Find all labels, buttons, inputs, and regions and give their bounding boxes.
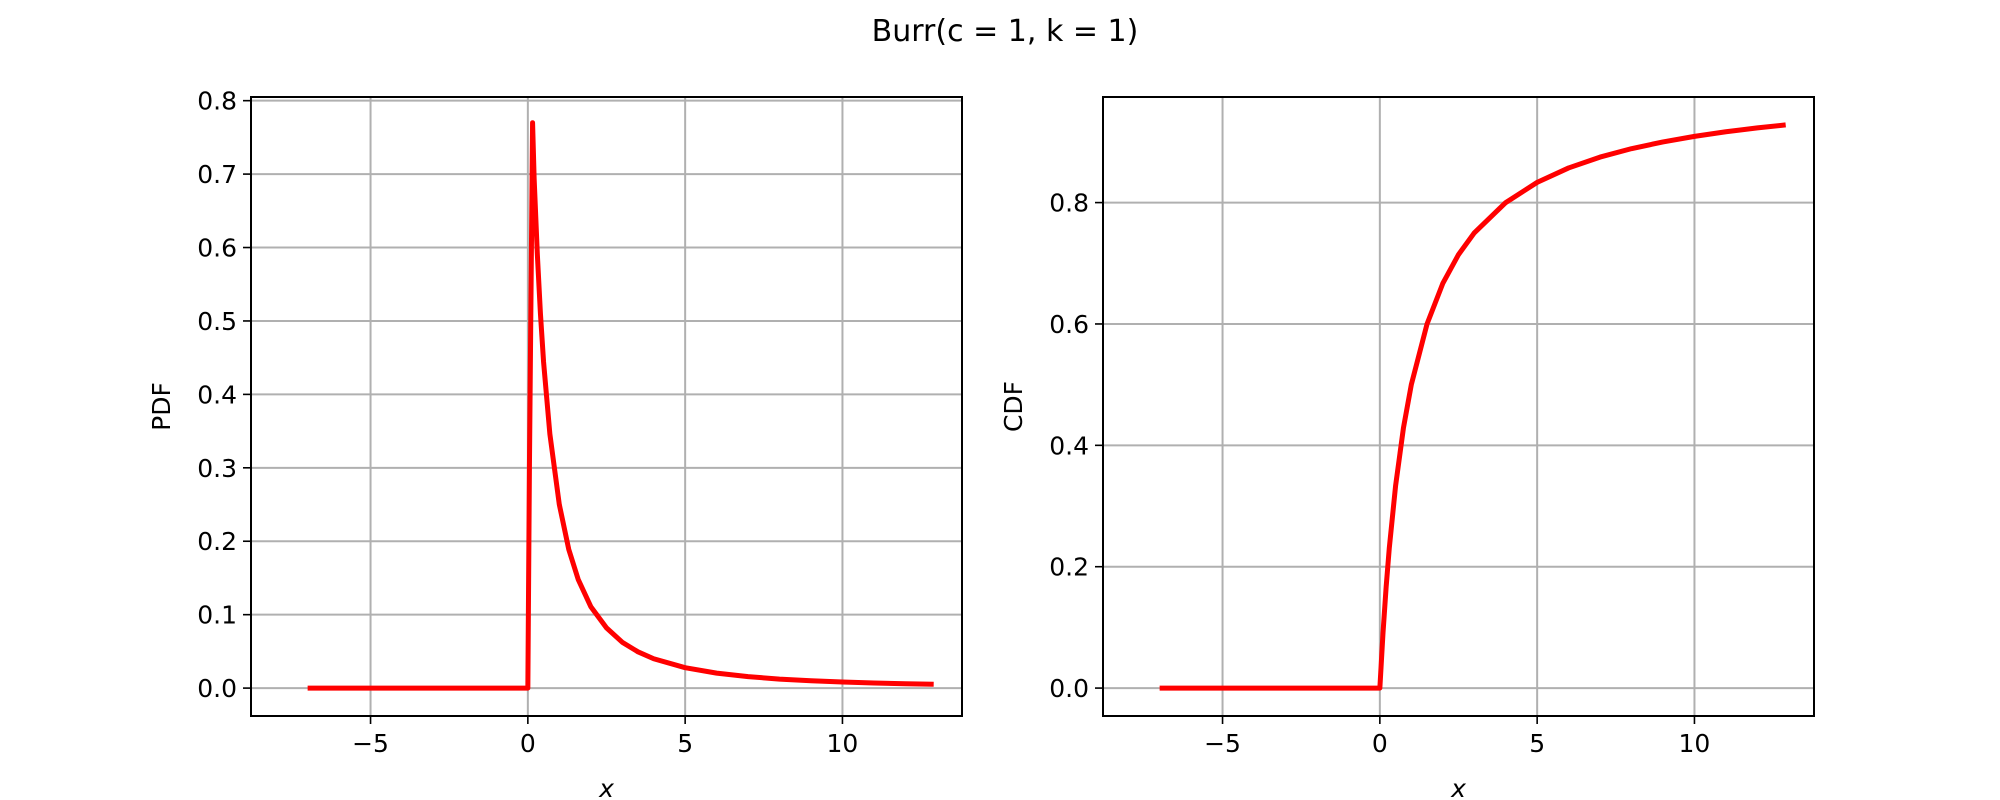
pdf-curve bbox=[307, 120, 934, 691]
cdf-y-axis-label: CDF bbox=[999, 381, 1028, 432]
y-tick-label: 0.0 bbox=[1049, 674, 1089, 703]
y-tick-label: 0.8 bbox=[197, 87, 237, 116]
cdf-x-axis-label: x bbox=[1450, 774, 1466, 800]
x-tick-label: −5 bbox=[352, 729, 389, 758]
y-tick-label: 0.4 bbox=[1049, 431, 1089, 460]
y-tick-label: 0.8 bbox=[1049, 189, 1089, 218]
y-tick-label: 0.7 bbox=[197, 160, 237, 189]
y-tick-label: 0.5 bbox=[197, 307, 237, 336]
x-tick-label: 0 bbox=[1372, 729, 1388, 758]
pdf-x-axis-label: x bbox=[598, 774, 614, 800]
y-tick-label: 0.4 bbox=[197, 380, 237, 409]
x-tick-label: −5 bbox=[1204, 729, 1241, 758]
y-tick-label: 0.6 bbox=[1049, 310, 1089, 339]
figure-title: Burr(c = 1, k = 1) bbox=[872, 14, 1139, 49]
y-tick-label: 0.3 bbox=[197, 454, 237, 483]
cdf-axes-frame bbox=[1102, 96, 1815, 717]
cdf-panel: −5 0 5 10 0.0 0.2 0.4 0.6 0.8 x CDF bbox=[999, 96, 1815, 800]
y-tick-label: 0.2 bbox=[197, 527, 237, 556]
cdf-curve bbox=[1159, 122, 1786, 691]
pdf-y-axis-label: PDF bbox=[147, 382, 176, 431]
pdf-panel: −5 0 5 10 0.0 0.1 0.2 0.3 0.4 0.5 0.6 0.7 0.8 x PDF bbox=[147, 87, 963, 800]
y-tick-label: 0.6 bbox=[197, 234, 237, 263]
x-tick-label: 10 bbox=[827, 729, 859, 758]
y-tick-label: 0.2 bbox=[1049, 553, 1089, 582]
x-tick-label: 5 bbox=[1529, 729, 1545, 758]
pdf-axes-frame bbox=[250, 96, 963, 717]
x-tick-label: 10 bbox=[1679, 729, 1711, 758]
x-tick-label: 5 bbox=[677, 729, 693, 758]
y-tick-label: 0.0 bbox=[197, 674, 237, 703]
y-tick-label: 0.1 bbox=[197, 601, 237, 630]
x-tick-label: 0 bbox=[520, 729, 536, 758]
